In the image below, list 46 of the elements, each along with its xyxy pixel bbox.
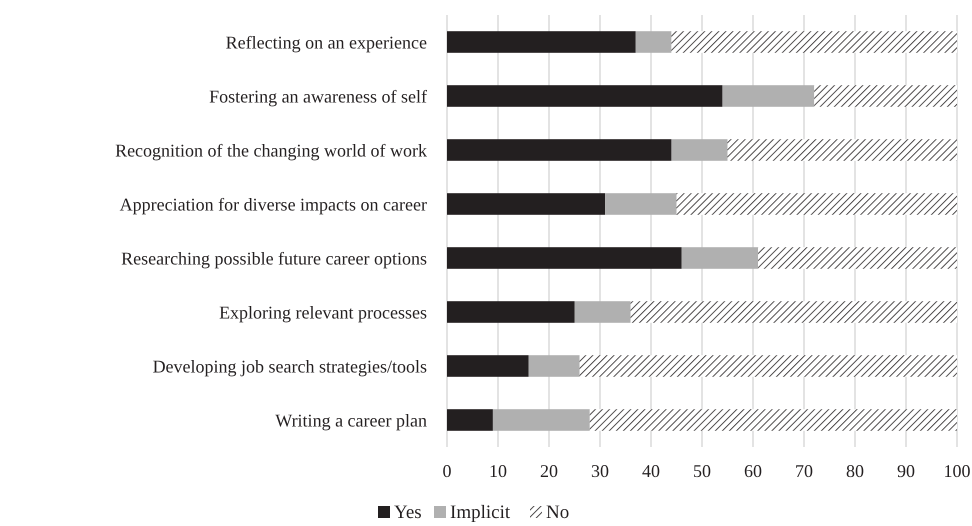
y-tick-label: Developing job search strategies/tools (152, 356, 427, 376)
bar (447, 355, 529, 377)
y-tick-label: Appreciation for diverse impacts on career (120, 194, 427, 214)
y-tick-label: Exploring relevant processes (219, 302, 427, 322)
bar (671, 31, 957, 53)
x-tick-label: 0 (442, 461, 452, 481)
bar (574, 301, 631, 323)
bar (447, 409, 493, 431)
bar (492, 409, 590, 431)
y-tick-label: Writing a career plan (275, 410, 427, 430)
bar (528, 355, 580, 377)
x-tick-label: 10 (489, 461, 507, 481)
bar (447, 247, 682, 269)
bar (722, 85, 814, 107)
bar (676, 193, 957, 215)
bar (758, 247, 957, 269)
bar (447, 301, 574, 323)
bar (590, 409, 957, 431)
x-tick-label: 20 (540, 461, 558, 481)
bar (447, 85, 722, 107)
bar (580, 355, 957, 377)
bar (605, 193, 676, 215)
y-tick-label: Researching possible future career options (121, 248, 427, 268)
y-tick-label: Fostering an awareness of self (209, 86, 427, 106)
x-tick-label: 100 (944, 461, 970, 481)
bar (447, 139, 672, 161)
bar (728, 139, 957, 161)
bar (447, 193, 606, 215)
bar (630, 301, 957, 323)
x-tick-label: 70 (795, 461, 813, 481)
legend-label: No (546, 502, 570, 523)
bar (682, 247, 758, 269)
x-tick-label: 30 (591, 461, 609, 481)
y-tick-label: Recognition of the changing world of work (115, 140, 427, 160)
bar (671, 139, 728, 161)
x-tick-label: 50 (693, 461, 711, 481)
x-tick-label: 40 (642, 461, 660, 481)
legend-label: Yes (394, 502, 422, 523)
bar (447, 31, 636, 53)
y-tick-label: Reflecting on an experience (226, 32, 428, 52)
legend-label: Implicit (450, 502, 511, 523)
x-tick-label: 60 (744, 461, 762, 481)
bar (636, 31, 672, 53)
x-tick-label: 80 (846, 461, 864, 481)
x-tick-label: 90 (897, 461, 915, 481)
bar (814, 85, 957, 107)
